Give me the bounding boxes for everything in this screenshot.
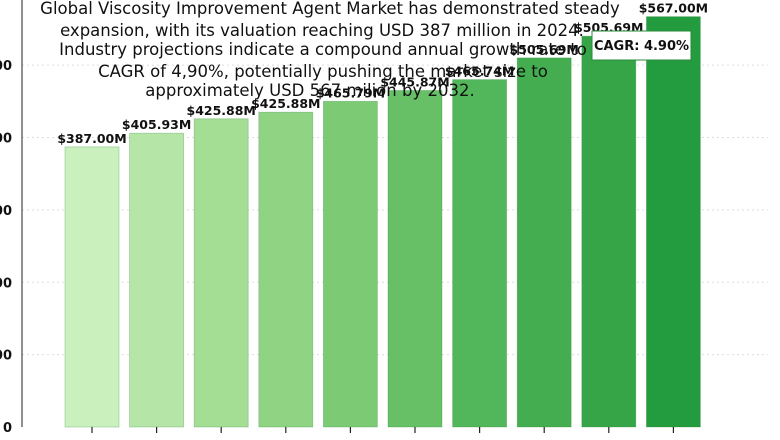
bar-value-label: $505.69M [510,42,579,57]
bar-2 [129,132,185,428]
bar-5 [322,100,378,428]
description-line-5: approximately USD 567 milion by 2032. [145,81,474,100]
cagr-badge: CAGR: 4.90% [591,30,692,61]
bar-value-label: $425.88M [251,96,320,111]
bar-value-label: $465.79M [316,85,385,100]
bar-4 [258,111,314,428]
y-tick-label: 00 [0,59,12,74]
description-line-2: expansion, with its valuation reaching U… [60,21,584,40]
bar-value-label: $465.74M [445,64,514,79]
y-tick-label: 00 [0,349,12,364]
bar-value-label: $405.93M [122,117,191,132]
y-tick-label: 00 [0,132,12,147]
description-line-1: Global Viscosity Improvement Agent Marke… [40,0,620,18]
cagr-badge-label: CAGR: 4.90% [594,39,689,54]
bar-value-label: $425.88M [187,103,256,118]
bar-1 [64,146,120,428]
bar-7 [452,79,508,428]
description-line-4: CAGR of 4,90%, potentially pushing the m… [98,62,548,81]
bar-value-label: $387.00M [57,131,126,146]
description-line-3: Industry projections indicate a compound… [59,40,587,59]
gridlines [22,64,768,356]
y-tick-label: 0 [3,421,12,436]
bar-9 [581,35,637,428]
bar-6 [387,90,443,428]
x-axis-ticks [91,427,675,433]
bar-3 [193,118,249,428]
bar-8 [516,57,572,428]
y-tick-label: 00 [0,204,12,219]
description-text: Global Viscosity Improvement Agent Marke… [40,0,620,100]
bar-value-label: $445.87M [380,74,449,89]
bar-value-label: $567.00M [639,1,708,16]
y-axis-ticks: 00000000000 [0,59,12,436]
bars [64,16,701,428]
y-tick-label: 00 [0,276,12,291]
bar-10 [646,16,701,428]
cagr-badge-box [591,30,692,61]
